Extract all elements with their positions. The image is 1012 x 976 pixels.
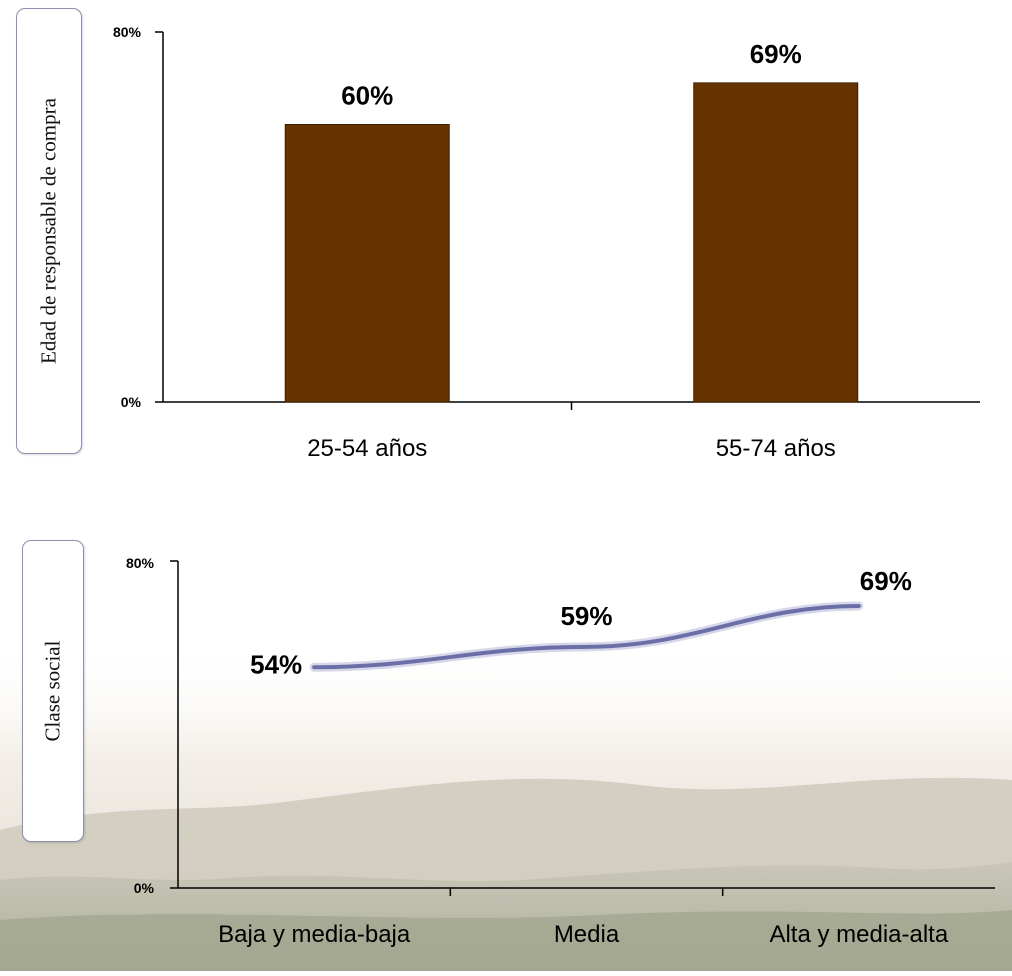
x-tick-label: Baja y media-baja: [218, 921, 411, 948]
y-tick-label: 0%: [134, 880, 155, 896]
data-label: 69%: [750, 39, 802, 69]
background-landscape: [0, 640, 1012, 971]
y-axis-label: Edad de responsable de compra: [36, 98, 61, 364]
bar-chart: 80% 0% 60% 25-54 años 69% 55-74 años: [113, 24, 980, 462]
y-tick-label: 80%: [126, 555, 155, 571]
bar: [693, 82, 859, 403]
x-tick-label: Alta y media-alta: [769, 921, 948, 948]
data-label: 60%: [341, 81, 393, 111]
x-tick-label: Media: [554, 921, 620, 948]
data-point: [313, 666, 315, 668]
y-axis-label-box: Clase social: [22, 540, 84, 842]
x-tick-label: 25-54 años: [307, 435, 427, 462]
data-label: 59%: [560, 601, 612, 631]
y-tick-label: 80%: [113, 24, 142, 40]
line-chart: 80% 0% 54% 59% 69% Baja y media-baja Media Alta…: [126, 555, 995, 948]
y-axis-label: Clase social: [40, 640, 65, 742]
data-point: [858, 605, 860, 607]
y-tick-label: 0%: [121, 394, 142, 410]
x-tick-label: 55-74 años: [716, 435, 836, 462]
data-point: [586, 646, 587, 648]
data-label: 69%: [860, 566, 912, 596]
bar: [284, 124, 450, 403]
data-label: 54%: [250, 649, 302, 679]
y-axis-label-box: Edad de responsable de compra: [16, 8, 82, 454]
